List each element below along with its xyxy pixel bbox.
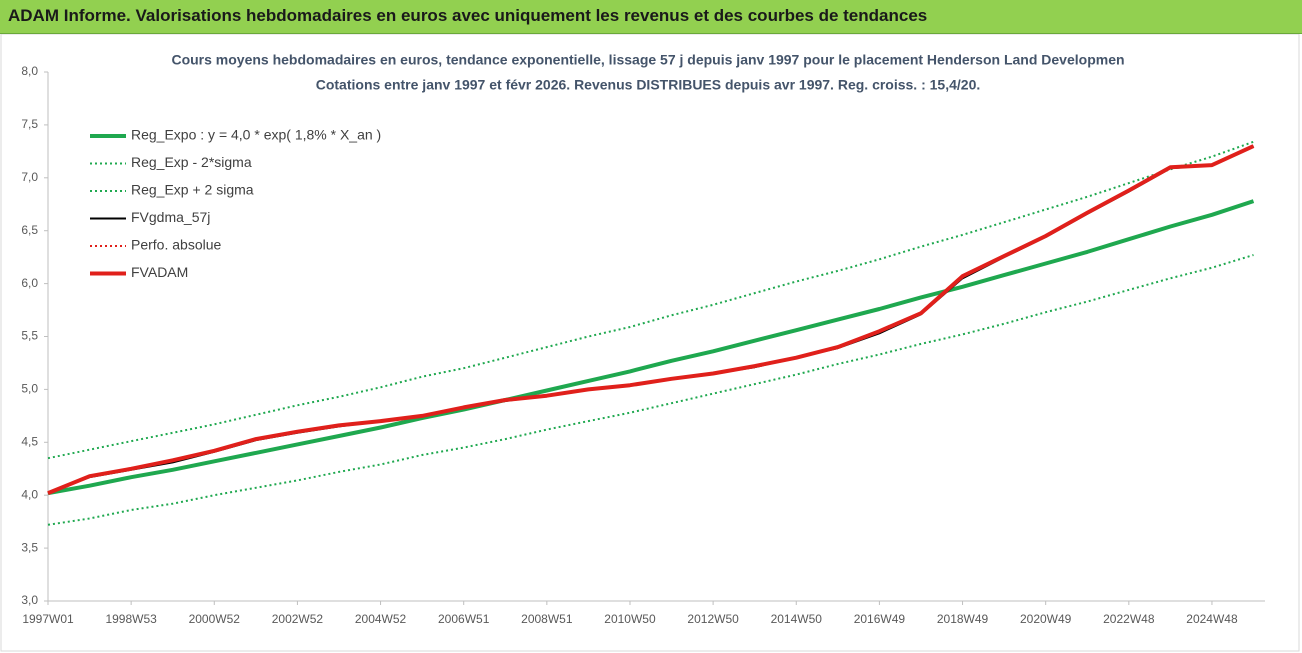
- series-line: [47, 144, 1255, 495]
- x-tick-label: 2002W52: [272, 612, 324, 626]
- series-line: [47, 145, 1254, 495]
- x-tick-label: 2016W49: [854, 612, 906, 626]
- series-line: [47, 140, 1254, 460]
- page-title: ADAM Informe. Valorisations hebdomadaire…: [8, 6, 928, 25]
- y-tick-label: 6,5: [21, 223, 38, 237]
- x-tick-label: 2022W48: [1103, 612, 1155, 626]
- legend-label: Perfo. absolue: [131, 237, 221, 253]
- title-bar: ADAM Informe. Valorisations hebdomadaire…: [0, 0, 1302, 34]
- y-tick-label: 3,0: [21, 593, 38, 607]
- y-tick-label: 3,5: [21, 540, 38, 554]
- chart: Cours moyens hebdomadaires en euros, ten…: [0, 34, 1300, 652]
- x-tick-label: 2024W48: [1186, 612, 1238, 626]
- series-line: [47, 199, 1255, 496]
- y-tick-label: 7,0: [21, 170, 38, 184]
- x-tick-label: 2008W51: [521, 612, 573, 626]
- legend-label: Reg_Exp - 2*sigma: [131, 154, 252, 170]
- y-tick-label: 5,0: [21, 382, 38, 396]
- x-tick-label: 2018W49: [937, 612, 989, 626]
- legend-label: Reg_Expo : y = 4,0 * exp( 1,8% * X_an ): [131, 127, 381, 143]
- x-tick-label: 2020W49: [1020, 612, 1072, 626]
- y-tick-label: 6,0: [21, 276, 38, 290]
- chart-subtitle: Cotations entre janv 1997 et févr 2026. …: [316, 77, 981, 93]
- y-tick-label: 5,5: [21, 329, 38, 343]
- y-tick-label: 7,5: [21, 117, 38, 131]
- x-tick-label: 2004W52: [355, 612, 407, 626]
- chart-frame: [0, 34, 1300, 652]
- series-line: [47, 254, 1254, 526]
- x-tick-label: 2012W50: [687, 612, 739, 626]
- y-tick-label: 4,5: [21, 434, 38, 448]
- x-tick-label: 2006W51: [438, 612, 490, 626]
- y-tick-label: 4,0: [21, 487, 38, 501]
- x-tick-label: 2000W52: [189, 612, 241, 626]
- legend-label: FVADAM: [131, 264, 188, 280]
- legend-label: FVgdma_57j: [131, 209, 210, 225]
- series-line: [47, 145, 1254, 495]
- chart-subtitle: Cours moyens hebdomadaires en euros, ten…: [171, 52, 1124, 68]
- x-tick-label: 2010W50: [604, 612, 656, 626]
- x-tick-label: 1997W01: [22, 612, 74, 626]
- y-tick-label: 8,0: [21, 64, 38, 78]
- x-tick-label: 1998W53: [105, 612, 157, 626]
- x-tick-label: 2014W50: [771, 612, 823, 626]
- legend-label: Reg_Exp + 2 sigma: [131, 182, 254, 198]
